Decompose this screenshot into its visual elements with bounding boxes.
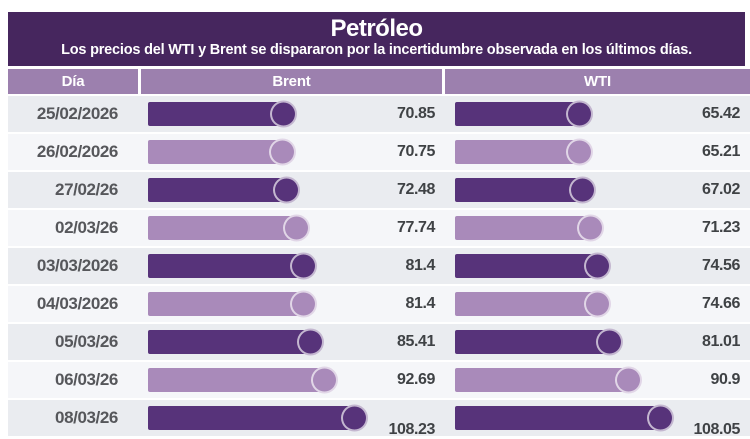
brent-bar [148,252,317,280]
brent-bar [148,404,368,432]
table-row: 26/02/2026 70.75 65.21 [8,134,750,170]
column-header-brent: Brent [138,69,442,94]
bar-end-circle-icon [614,366,642,394]
brent-bar-cell: 77.74 [138,210,442,246]
wti-bar [455,328,623,356]
bar-end-circle-icon [569,176,597,204]
date-label: 05/03/26 [55,332,118,351]
brent-bar [148,176,300,204]
brent-bar [148,138,297,166]
date-label: 26/02/2026 [36,142,118,161]
brent-bar [148,290,317,318]
bar-end-circle-icon [272,176,300,204]
brent-bar-cell: 92.69 [138,362,442,398]
wti-value-label: 67.02 [701,181,740,198]
brent-bar-cell: 81.4 [138,248,442,284]
wti-bar-cell: 65.21 [442,134,750,170]
bar-end-circle-icon [289,252,317,280]
date-label: 08/03/26 [55,408,118,427]
bar-end-circle-icon [583,290,611,318]
wti-bar [455,214,605,242]
bar-end-circle-icon [297,328,325,356]
wti-bar [455,176,597,204]
column-header-dia: Día [61,73,85,90]
table-row: 05/03/26 85.41 81.01 [8,324,750,360]
title-block: Petróleo Los precios del WTI y Brent se … [8,12,745,66]
wti-bar [455,252,611,280]
date-label: 03/03/2026 [36,256,118,275]
wti-value-label: 81.01 [701,333,740,350]
wti-value-label: 90.9 [710,371,740,388]
bar-end-circle-icon [565,138,593,166]
date-label: 02/03/26 [55,218,118,237]
wti-bar-cell: 90.9 [442,362,750,398]
table-row: 25/02/2026 70.85 65.42 [8,96,750,132]
page-title: Petróleo [330,15,423,42]
table-row: 06/03/26 92.69 90.9 [8,362,750,398]
wti-bar [455,404,675,432]
brent-bar-cell: 70.85 [138,96,442,132]
bar-end-circle-icon [289,290,317,318]
date-label: 06/03/26 [55,370,118,389]
brent-bar [148,366,339,394]
brent-value-label: 81.4 [405,257,435,274]
bar-end-circle-icon [647,404,675,432]
wti-bar [455,138,593,166]
table-row: 02/03/26 77.74 71.23 [8,210,750,246]
brent-value-label: 70.75 [396,143,435,160]
wti-value-label: 74.66 [701,295,740,312]
brent-value-label: 72.48 [396,181,435,198]
brent-bar [148,328,325,356]
brent-value-label: 81.4 [405,295,435,312]
oil-price-infographic: Petróleo Los precios del WTI y Brent se … [8,12,750,438]
date-label: 25/02/2026 [36,104,118,123]
brent-value-label: 77.74 [396,219,435,236]
bar-end-circle-icon [340,404,368,432]
table-row: 04/03/2026 81.4 74.66 [8,286,750,322]
wti-bar-cell: 67.02 [442,172,750,208]
bar-end-circle-icon [269,138,297,166]
table-body: 25/02/2026 70.85 65.42 26/02/2026 70.75 65.21… [8,96,750,438]
brent-bar-cell: 85.41 [138,324,442,360]
bar-end-circle-icon [282,214,310,242]
bar-end-circle-icon [566,100,594,128]
brent-value-label: 108.23 [388,421,435,438]
date-label: 27/02/26 [55,180,118,199]
page-subtitle: Los precios del WTI y Brent se dispararo… [61,42,692,58]
brent-bar-cell: 70.75 [138,134,442,170]
wti-bar [455,100,594,128]
wti-value-label: 108.05 [693,421,740,438]
wti-value-label: 74.56 [701,257,740,274]
bar-end-circle-icon [269,100,297,128]
brent-bar-cell: 81.4 [138,286,442,322]
table-row: 27/02/26 72.48 67.02 [8,172,750,208]
brent-bar [148,214,310,242]
wti-bar-cell: 71.23 [442,210,750,246]
wti-value-label: 65.21 [701,143,740,160]
brent-value-label: 92.69 [396,371,435,388]
column-header-wti: WTI [442,69,750,94]
wti-bar [455,290,611,318]
brent-value-label: 85.41 [396,333,435,350]
date-label: 04/03/2026 [36,294,118,313]
brent-bar [148,100,297,128]
wti-bar-cell: 81.01 [442,324,750,360]
bar-end-circle-icon [583,252,611,280]
wti-bar-cell: 74.56 [442,248,750,284]
bar-end-circle-icon [577,214,605,242]
wti-value-label: 65.42 [701,105,740,122]
brent-bar-cell: 72.48 [138,172,442,208]
table-row: 03/03/2026 81.4 74.56 [8,248,750,284]
brent-value-label: 70.85 [396,105,435,122]
wti-bar-cell: 108.05 [442,400,750,438]
wti-bar [455,366,642,394]
table-header-row: Día Brent WTI [8,69,750,94]
bar-end-circle-icon [595,328,623,356]
price-table: Día Brent WTI 25/02/2026 70.85 65.42 26/02/… [8,69,750,438]
wti-bar-cell: 65.42 [442,96,750,132]
bar-end-circle-icon [311,366,339,394]
wti-bar-cell: 74.66 [442,286,750,322]
wti-value-label: 71.23 [701,219,740,236]
